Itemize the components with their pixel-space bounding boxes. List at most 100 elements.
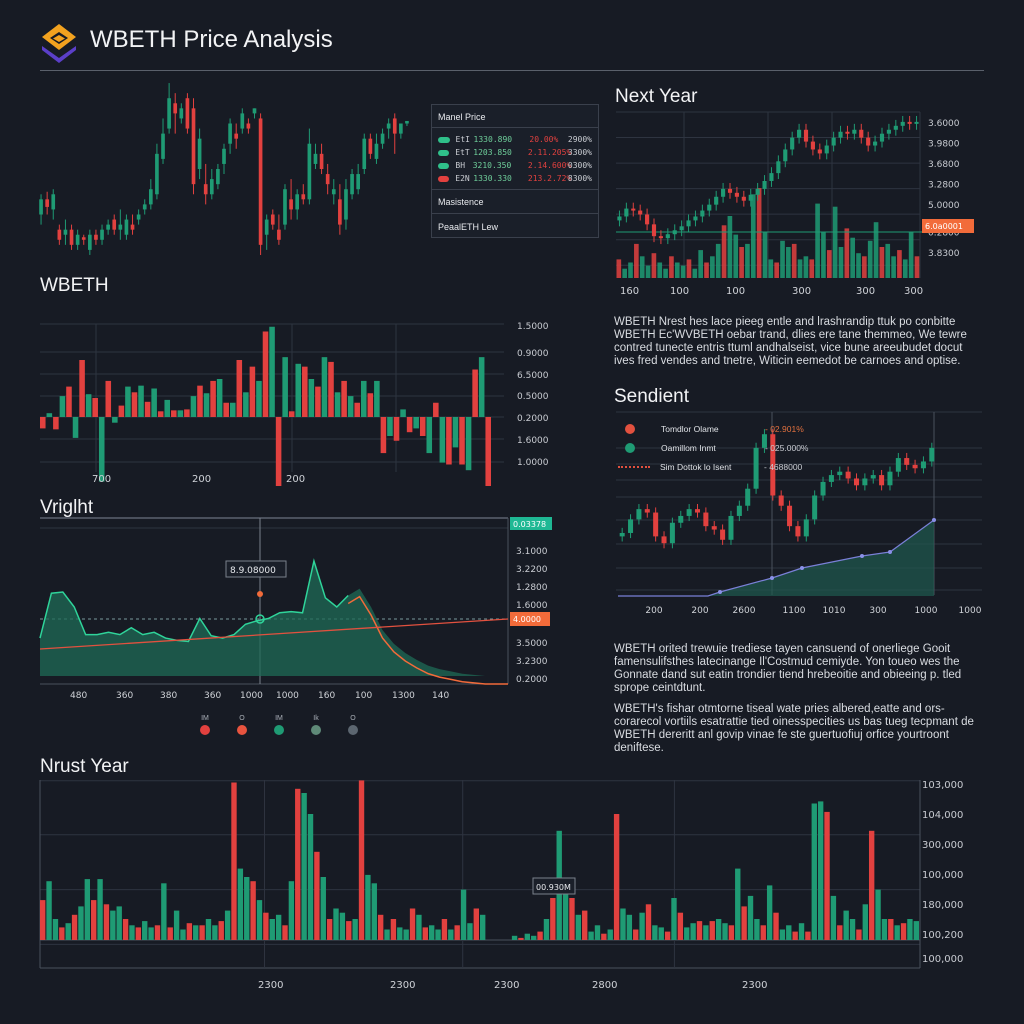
- volume-bar: [809, 259, 815, 278]
- volume-bar: [262, 331, 269, 417]
- market-row-price: 1330.890: [473, 135, 513, 144]
- wbeth-chart[interactable]: 1.5000 0.9000 6.5000 0.5000 0.2000 1.6000 1.00…: [36, 296, 556, 486]
- volume-bar: [142, 921, 148, 940]
- legend-item[interactable]: O: [343, 715, 363, 735]
- top-candle: [161, 133, 165, 159]
- volume-bar: [244, 877, 250, 940]
- volume-bar: [867, 240, 873, 278]
- market-panel-section-peaaleth[interactable]: PeaalETH Lew: [438, 222, 499, 232]
- volume-bar: [315, 386, 321, 417]
- legend-dot-icon: [625, 423, 635, 434]
- top-candle: [399, 123, 403, 134]
- analysis-paragraph-2: WBETH orited trewuie trediese tayen cans…: [614, 643, 962, 694]
- volume-bar: [377, 914, 384, 940]
- sentiment-legend-item[interactable]: Oamillom Inmt - 025.000%: [618, 438, 818, 457]
- volume-bar: [616, 259, 622, 278]
- volume-bar: [613, 814, 620, 940]
- top-candlestick-chart[interactable]: [36, 72, 416, 267]
- volume-bar: [263, 912, 269, 940]
- top-candle: [173, 103, 178, 114]
- x-tick-label: 1000: [240, 691, 263, 701]
- market-row[interactable]: BH 3210.350 2.14.600% 0300%: [438, 159, 592, 172]
- x-tick-label: 1010: [823, 606, 846, 616]
- legend-item[interactable]: O: [232, 715, 252, 735]
- volume-bar: [72, 417, 79, 438]
- sentiment-chart[interactable]: 200 200 2600 1100 1010 300 1000 1000: [612, 410, 984, 618]
- y-tick-label: 3.9800: [928, 140, 960, 150]
- sent-candle: [761, 434, 767, 448]
- vright-chart[interactable]: 8.9.08000 0.03378 4.0000 3.1000 3.2200 1.2800…: [36, 516, 556, 706]
- volume-bar: [728, 925, 735, 940]
- volume-bar: [384, 929, 390, 940]
- top-candle: [124, 219, 129, 235]
- ny-candle: [797, 129, 802, 138]
- sent-candle: [828, 475, 834, 482]
- volume-bar: [715, 919, 722, 940]
- sent-candle: [636, 509, 642, 520]
- volume-bar: [607, 929, 613, 940]
- ny-candle: [651, 224, 657, 237]
- legend-item[interactable]: Ik: [306, 715, 326, 735]
- sent-candle: [895, 458, 901, 472]
- x-tick-label: 2600: [733, 606, 756, 616]
- volume-bar: [371, 883, 377, 940]
- wbeth-title: WBETH: [40, 275, 109, 296]
- nrust-year-chart[interactable]: 00.930M 103,000 104,000 300,000 100,000 180,0…: [36, 778, 1024, 993]
- top-candle: [240, 113, 245, 129]
- ny-candle: [679, 226, 684, 231]
- market-row[interactable]: E2N 1330.330 213.2.72% 8300%: [438, 172, 592, 185]
- volume-bar: [334, 392, 341, 417]
- sent-candle: [669, 522, 675, 544]
- legend-label: O: [350, 715, 356, 722]
- ny-candle: [817, 149, 822, 154]
- volume-bar: [739, 247, 744, 278]
- x-tick-label: 1100: [783, 606, 806, 616]
- decline-line: [347, 595, 508, 685]
- legend-dot-icon: [625, 442, 635, 453]
- market-row-change: 2.11.205%: [527, 148, 572, 157]
- price-tag-label: 4.0000: [513, 615, 541, 624]
- sent-candle: [661, 536, 667, 544]
- next-year-chart[interactable]: 3.6000 3.9800 3.6800 3.2800 5.0000 0.2800 3.83…: [612, 108, 984, 298]
- sentiment-legend-item[interactable]: Sim Dottok lo Isent - 4688000: [618, 457, 818, 476]
- volume-bar: [727, 216, 733, 278]
- volume-bar: [199, 925, 205, 940]
- top-candle: [392, 118, 397, 134]
- y-tick-label: 180,000: [922, 900, 963, 911]
- ny-candle: [748, 194, 753, 201]
- top-candle: [209, 179, 214, 195]
- top-candle: [57, 229, 62, 240]
- volume-bar: [347, 396, 354, 417]
- y-tick-label: 3.8300: [928, 249, 960, 259]
- market-panel-title: Manel Price: [432, 105, 598, 128]
- volume-bar: [908, 231, 914, 278]
- sent-candle: [753, 447, 759, 489]
- x-tick-label: 160: [620, 286, 639, 297]
- volume-bar: [733, 234, 739, 278]
- market-panel-section-masistence[interactable]: Masistence: [432, 190, 598, 214]
- market-row[interactable]: EtT 1203.850 2.11.205% 3300%: [438, 146, 592, 159]
- volume-bar: [85, 394, 92, 417]
- volume-bar: [460, 889, 467, 940]
- ny-candle: [776, 161, 781, 174]
- volume-bar: [721, 225, 727, 278]
- volume-bar: [282, 357, 288, 417]
- volume-bar: [569, 898, 575, 940]
- top-candle: [289, 199, 293, 210]
- ny-candle: [645, 214, 650, 225]
- top-candle: [386, 123, 391, 129]
- volume-bar: [791, 243, 797, 278]
- volume-bar: [212, 925, 218, 940]
- market-row[interactable]: EtI 1330.890 20.00% 2900%: [438, 133, 592, 146]
- volume-bar: [256, 380, 262, 417]
- area-line: [39, 558, 349, 643]
- volume-bar: [830, 895, 837, 940]
- legend-item[interactable]: IM: [269, 715, 289, 735]
- volume-bar: [792, 931, 798, 940]
- volume-bar: [79, 360, 85, 417]
- volume-bar: [634, 243, 639, 278]
- volume-bar: [110, 910, 116, 940]
- top-candle: [234, 133, 239, 139]
- sentiment-legend-item[interactable]: Tomdlor Olame - 02.901%: [618, 419, 818, 438]
- legend-item[interactable]: IM: [195, 715, 215, 735]
